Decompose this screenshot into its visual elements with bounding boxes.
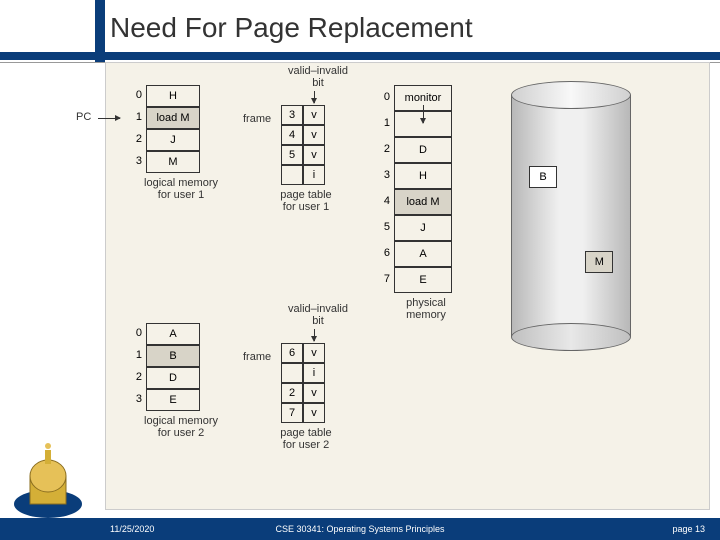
u1-pt-frame: 5 [281, 145, 303, 165]
u1-pt-frame: 3 [281, 105, 303, 125]
u2-pt-label: page table for user 2 [266, 427, 346, 451]
u2-mem-idx: 3 [130, 393, 142, 405]
u1-pt-frame: 4 [281, 125, 303, 145]
u2-mem-cell: E [146, 389, 200, 411]
footer-page: page 13 [672, 524, 705, 534]
u2-pt-frame: 2 [281, 383, 303, 403]
u2-pt-bit: v [303, 383, 325, 403]
u1-frame-label: frame [243, 113, 271, 125]
u2-vi-label: valid–invalid bit [283, 303, 353, 327]
phys-cell: E [394, 267, 452, 293]
u2-pt-frame [281, 363, 303, 383]
u2-pt-bit: v [303, 403, 325, 423]
phys-idx: 4 [378, 195, 390, 207]
footer-date: 11/25/2020 [110, 524, 154, 534]
u1-mem-cell: J [146, 129, 200, 151]
u1-mem-idx: 1 [130, 111, 142, 123]
phys-cell: load M [394, 189, 452, 215]
u2-frame-label: frame [243, 351, 271, 363]
u2-mem-cell: A [146, 323, 200, 345]
slide-footer: 11/25/2020 CSE 30341: Operating Systems … [0, 518, 720, 540]
u1-vi-arrow [314, 91, 315, 103]
phys-idx: 5 [378, 221, 390, 233]
pc-label: PC [76, 111, 91, 123]
phys-idx: 3 [378, 169, 390, 181]
footer-course: CSE 30341: Operating Systems Principles [275, 524, 444, 534]
u1-pt-bit: v [303, 105, 325, 125]
slide-title: Need For Page Replacement [110, 12, 473, 44]
u2-mem-label: logical memory for user 2 [136, 415, 226, 439]
disk-page-m: M [585, 251, 613, 273]
u1-pt-bit: i [303, 165, 325, 185]
header-hline [0, 52, 720, 60]
u1-mem-idx: 0 [130, 89, 142, 101]
u2-mem-idx: 2 [130, 371, 142, 383]
u1-pt-bit: v [303, 145, 325, 165]
u1-mem-idx: 2 [130, 133, 142, 145]
u2-pt-bit: v [303, 343, 325, 363]
u2-mem-idx: 1 [130, 349, 142, 361]
phys-idx: 1 [378, 117, 390, 129]
u1-vi-label: valid–invalid bit [283, 65, 353, 89]
u1-pt-bit: v [303, 125, 325, 145]
phys-idx: 6 [378, 247, 390, 259]
dome-logo [8, 432, 88, 522]
u1-mem-cell: load M [146, 107, 200, 129]
u1-mem-cell: M [146, 151, 200, 173]
u2-pt-frame: 6 [281, 343, 303, 363]
u2-mem-cell: D [146, 367, 200, 389]
disk-cylinder [511, 81, 631, 351]
u2-pt-frame: 7 [281, 403, 303, 423]
u2-mem-idx: 0 [130, 327, 142, 339]
monitor-arrow [423, 105, 424, 123]
slide-header: Need For Page Replacement [0, 0, 720, 62]
phys-idx: 7 [378, 273, 390, 285]
u2-mem-cell: B [146, 345, 200, 367]
pc-arrow [98, 118, 120, 119]
u1-mem-cell: H [146, 85, 200, 107]
phys-idx: 2 [378, 143, 390, 155]
u1-pt-frame [281, 165, 303, 185]
phys-idx: 0 [378, 91, 390, 103]
phys-cell: H [394, 163, 452, 189]
phys-cell: D [394, 137, 452, 163]
u1-pt-label: page table for user 1 [266, 189, 346, 213]
phys-cell: A [394, 241, 452, 267]
u1-mem-idx: 3 [130, 155, 142, 167]
u2-pt-bit: i [303, 363, 325, 383]
u1-mem-label: logical memory for user 1 [136, 177, 226, 201]
phys-label: physical memory [396, 297, 456, 321]
phys-cell: J [394, 215, 452, 241]
diagram-area: PC0H1load M2J3Mlogical memory for user 1… [105, 62, 710, 510]
u2-vi-arrow [314, 329, 315, 341]
disk-page-b: B [529, 166, 557, 188]
